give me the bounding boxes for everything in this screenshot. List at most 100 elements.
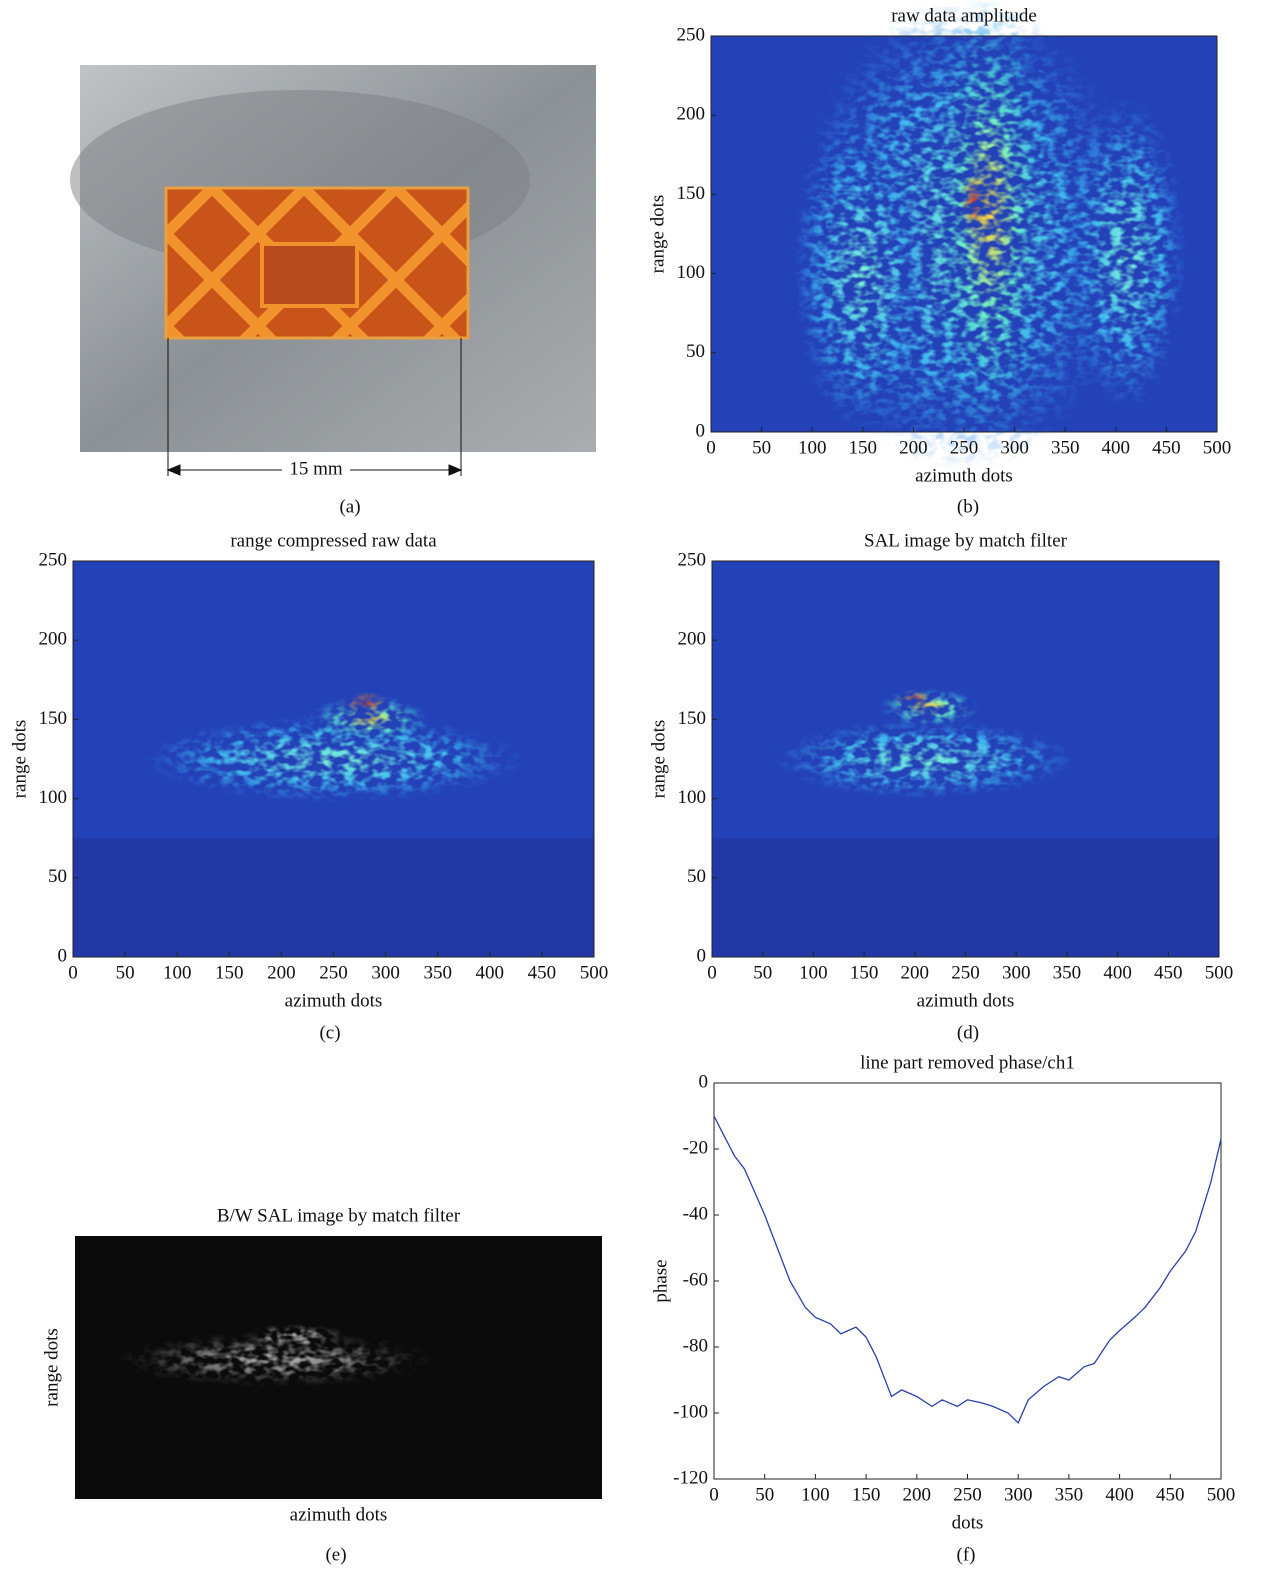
dimension-label: 15 mm: [289, 458, 343, 479]
x-tick-label: 0: [68, 962, 78, 983]
heatmap-blob: [958, 170, 990, 235]
x-tick-label: 100: [163, 962, 192, 983]
y-tick-label: -60: [683, 1269, 708, 1290]
x-tick-label: 250: [319, 962, 348, 983]
y-tick-label: -40: [683, 1203, 708, 1224]
chart-title: raw data amplitude: [891, 5, 1037, 26]
x-tick-label: 400: [476, 962, 505, 983]
heatmap-blob: [307, 695, 433, 744]
image-texture: [106, 1322, 444, 1389]
x-tick-label: 50: [753, 962, 772, 983]
y-tick-label: -20: [683, 1137, 708, 1158]
y-tick-label: -100: [673, 1401, 708, 1422]
y-tick-label: 50: [48, 866, 67, 887]
caption: (b): [957, 496, 979, 517]
x-tick-label: 450: [1154, 962, 1183, 983]
x-tick-label: 150: [215, 962, 244, 983]
y-tick-label: 200: [678, 629, 707, 650]
photo-panel: 15 mm (a): [70, 65, 596, 517]
x-tick-label: 200: [267, 962, 296, 983]
y-tick-label: 0: [58, 945, 68, 966]
y-axis-label: range dots: [648, 720, 669, 799]
line-series: [713, 1115, 1222, 1425]
x-axis-label: azimuth dots: [290, 1504, 388, 1525]
heatmap-texture: [791, 0, 1187, 472]
chart-title: range compressed raw data: [230, 530, 437, 551]
heatmap-lower-band: [712, 838, 1219, 957]
x-tick-label: 500: [1207, 1484, 1236, 1505]
x-tick-label: 0: [706, 437, 716, 458]
x-tick-label: 300: [371, 962, 400, 983]
heatmap-blob: [338, 691, 391, 716]
y-tick-label: 250: [677, 24, 706, 45]
image-blob: [243, 1322, 350, 1350]
x-tick-label: 100: [798, 437, 827, 458]
target-inner: [260, 242, 359, 308]
heatmap-lower-band: [73, 838, 594, 957]
heatmap-blob: [140, 715, 527, 803]
y-tick-label: 200: [677, 104, 706, 125]
heatmap-blob: [1065, 95, 1187, 413]
x-tick-label: 250: [953, 1484, 982, 1505]
x-tick-label: 200: [901, 962, 930, 983]
dimension-arrow: [166, 464, 463, 476]
y-axis-label: range dots: [41, 1328, 62, 1407]
x-tick-label: 0: [707, 962, 717, 983]
x-tick-label: 250: [950, 437, 979, 458]
y-tick-label: 150: [677, 183, 706, 204]
y-tick-label: 150: [39, 708, 68, 729]
y-tick-label: 250: [39, 549, 68, 570]
x-tick-label: 350: [1053, 962, 1082, 983]
y-tick-label: 0: [697, 945, 707, 966]
y-tick-label: -120: [673, 1467, 708, 1488]
x-tick-label: 150: [852, 1484, 881, 1505]
chart-title: SAL image by match filter: [864, 530, 1068, 551]
y-axis-label: range dots: [9, 720, 30, 799]
x-tick-label: 50: [116, 962, 135, 983]
x-tick-label: 50: [752, 437, 771, 458]
x-tick-label: 300: [1000, 437, 1029, 458]
x-tick-label: 400: [1105, 1484, 1134, 1505]
x-tick-label: 400: [1102, 437, 1131, 458]
caption: (f): [957, 1544, 976, 1565]
x-axis-label: azimuth dots: [285, 990, 383, 1011]
x-tick-label: 350: [1055, 1484, 1084, 1505]
x-tick-label: 500: [1205, 962, 1234, 983]
caption: (d): [957, 1022, 979, 1043]
x-tick-label: 50: [755, 1484, 774, 1505]
x-axis-label: azimuth dots: [915, 465, 1013, 486]
x-tick-label: 250: [951, 962, 980, 983]
y-tick-label: 0: [696, 420, 706, 441]
y-axis-label: range dots: [647, 195, 668, 274]
y-axis-label: phase: [650, 1259, 671, 1302]
x-tick-label: 350: [1051, 437, 1080, 458]
x-tick-label: 450: [1156, 1484, 1185, 1505]
y-tick-label: 100: [39, 787, 68, 808]
x-tick-label: 300: [1002, 962, 1031, 983]
x-tick-label: 350: [423, 962, 452, 983]
y-tick-label: -80: [683, 1335, 708, 1356]
heatmap-blob: [894, 689, 936, 710]
y-tick-label: 200: [39, 629, 68, 650]
x-tick-label: 150: [849, 437, 878, 458]
y-tick-label: 50: [686, 341, 705, 362]
x-tick-label: 400: [1103, 962, 1132, 983]
y-tick-label: 100: [677, 262, 706, 283]
y-tick-label: 100: [678, 787, 707, 808]
caption: (e): [325, 1544, 346, 1565]
chart-title: B/W SAL image by match filter: [217, 1205, 461, 1226]
x-tick-label: 200: [903, 1484, 932, 1505]
x-tick-label: 100: [801, 1484, 830, 1505]
heatmap-blob: [791, 115, 934, 432]
heatmap-blob: [928, 0, 1051, 432]
x-tick-label: 500: [580, 962, 609, 983]
heatmap-blob: [772, 719, 1078, 799]
y-tick-label: 50: [687, 866, 706, 887]
x-tick-label: 0: [709, 1484, 719, 1505]
y-tick-label: 250: [678, 549, 707, 570]
x-tick-label: 450: [528, 962, 557, 983]
caption: (c): [319, 1022, 340, 1043]
y-tick-label: 150: [678, 708, 707, 729]
heatmap-texture: [772, 687, 1078, 799]
